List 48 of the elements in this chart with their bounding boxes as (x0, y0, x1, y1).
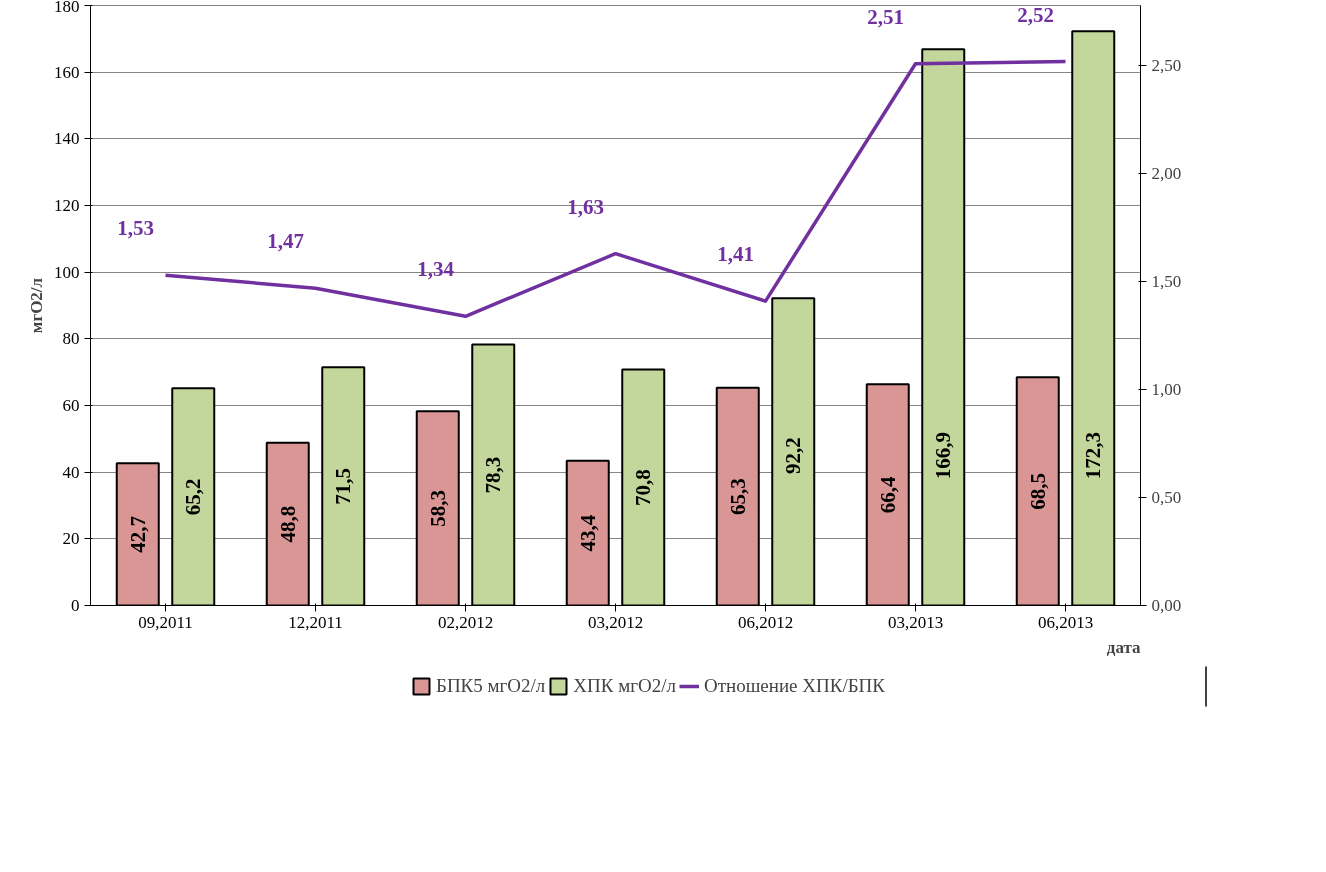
data-label: 92,2 (781, 437, 806, 474)
x-axis-title: дата (1106, 637, 1141, 657)
data-label: 1,53 (117, 216, 154, 241)
x-tick-label: 03,2013 (887, 612, 944, 632)
data-label: 172,3 (1081, 431, 1106, 480)
y-tick-label: 40 (62, 462, 80, 482)
y-tick-label: 80 (62, 329, 80, 349)
y2-tick-label: 2,50 (1151, 56, 1182, 76)
data-label: 58,3 (425, 489, 450, 527)
data-label: 65,3 (725, 478, 750, 516)
data-label: 2,52 (1017, 2, 1054, 27)
y-tick-label: 20 (62, 529, 80, 549)
data-label: 71,5 (331, 467, 356, 505)
data-label: 43,4 (575, 514, 600, 552)
data-label: 66,4 (875, 475, 900, 514)
data-label: 2,51 (867, 4, 904, 29)
x-tick-label: 03,2012 (587, 612, 644, 632)
y-tick-label: 160 (54, 62, 80, 82)
x-tick-label: 09,2011 (138, 612, 193, 632)
y2-tick-label: 1,00 (1151, 380, 1182, 400)
y-tick-label: 0 (71, 596, 80, 615)
x-tick-label: 06,2013 (1037, 612, 1094, 632)
data-label: 70,8 (631, 469, 656, 506)
y2-tick-label: 0,00 (1151, 596, 1182, 615)
y2-tick-label: 1,50 (1151, 272, 1182, 292)
data-label: 65,2 (181, 478, 206, 516)
y-tick-label: 140 (54, 129, 80, 149)
legend-label: ХПК мгО2/л (573, 675, 677, 697)
y2-tick-label: 0,50 (1151, 488, 1182, 508)
line-series (163, 59, 1068, 319)
y-tick-label: 100 (54, 262, 80, 282)
y-tick-label: 120 (54, 196, 80, 215)
legend-label: Отношение ХПК/БПК (704, 675, 886, 697)
data-label: 48,8 (275, 505, 300, 543)
data-label: 1,41 (717, 242, 754, 267)
y-axis-title: мгО2/л (27, 277, 46, 334)
data-label: 78,3 (481, 456, 506, 494)
data-label: 1,47 (267, 229, 304, 254)
data-label: 68,5 (1025, 472, 1050, 510)
y-tick-label: 60 (62, 396, 80, 415)
x-tick-label: 02,2012 (437, 612, 494, 632)
x-tick-label: 06,2012 (737, 612, 794, 632)
x-tick-label: 12,2011 (288, 612, 343, 632)
y-tick-label: 180 (54, 0, 80, 16)
data-label: 42,7 (125, 515, 150, 553)
y2-tick-label: 2,00 (1151, 164, 1182, 184)
legend-label: БПК5 мгО2/л (435, 675, 546, 697)
data-label: 166,9 (931, 431, 956, 480)
